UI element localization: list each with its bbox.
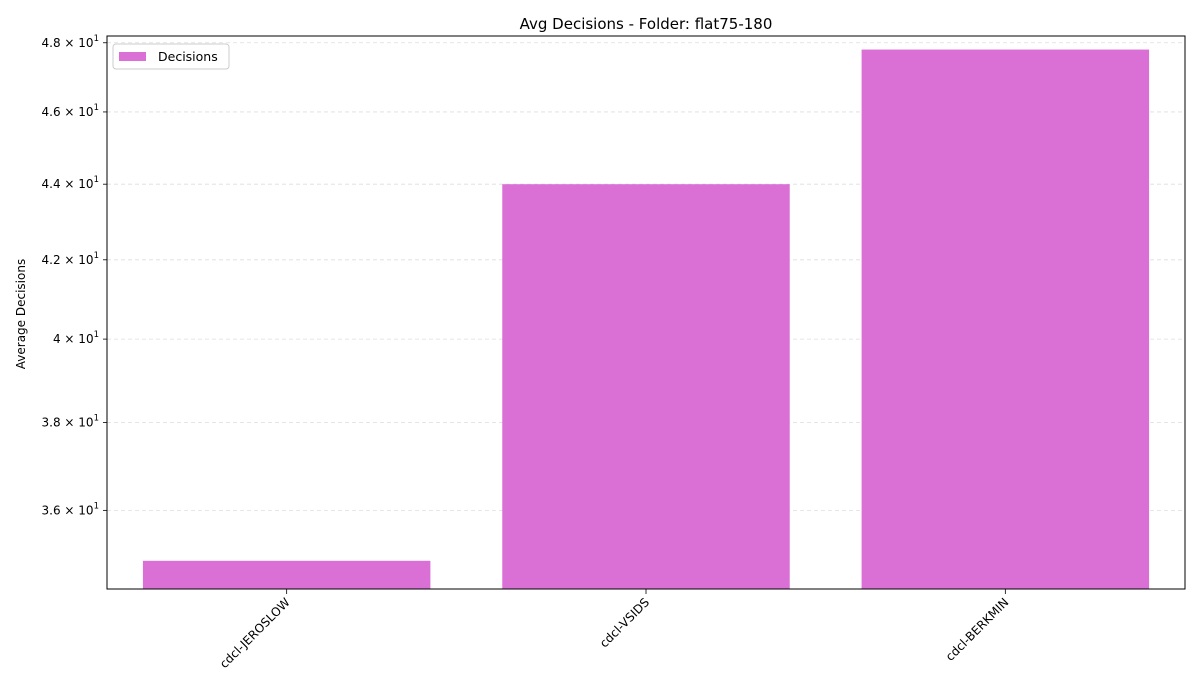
legend-swatch xyxy=(119,52,146,61)
bar xyxy=(142,560,431,589)
bar xyxy=(502,184,790,589)
x-tick-label: cdcl-VSIDS xyxy=(597,595,652,650)
x-tick-label: cdcl-BERKMIN xyxy=(943,595,1012,664)
y-tick-label: 4.2 × 101 xyxy=(42,251,99,267)
legend-frame xyxy=(112,43,230,70)
y-tick-label: 4.8 × 101 xyxy=(42,34,99,50)
legend: Decisions xyxy=(112,43,230,70)
y-axis-label: Average Decisions xyxy=(14,259,28,369)
legend-label: Decisions xyxy=(158,49,218,64)
y-tick-label: 4.6 × 101 xyxy=(42,103,99,119)
y-axis: 3.6 × 101 3.8 × 101 4 × 101 4.2 × 101 4.4 × … xyxy=(42,34,107,517)
bars-layer xyxy=(142,49,1150,590)
chart-title: Avg Decisions - Folder: flat75-180 xyxy=(520,15,773,33)
x-axis: cdcl-JEROSLOW cdcl-VSIDS cdcl-BERKMIN xyxy=(217,589,1011,671)
x-tick-label: cdcl-JEROSLOW xyxy=(217,595,293,671)
bar xyxy=(861,49,1150,590)
y-tick-label: 4 × 101 xyxy=(53,330,99,346)
y-tick-label: 4.4 × 101 xyxy=(42,175,99,191)
y-tick-label: 3.8 × 101 xyxy=(42,413,99,429)
y-tick-label: 3.6 × 101 xyxy=(42,501,99,517)
